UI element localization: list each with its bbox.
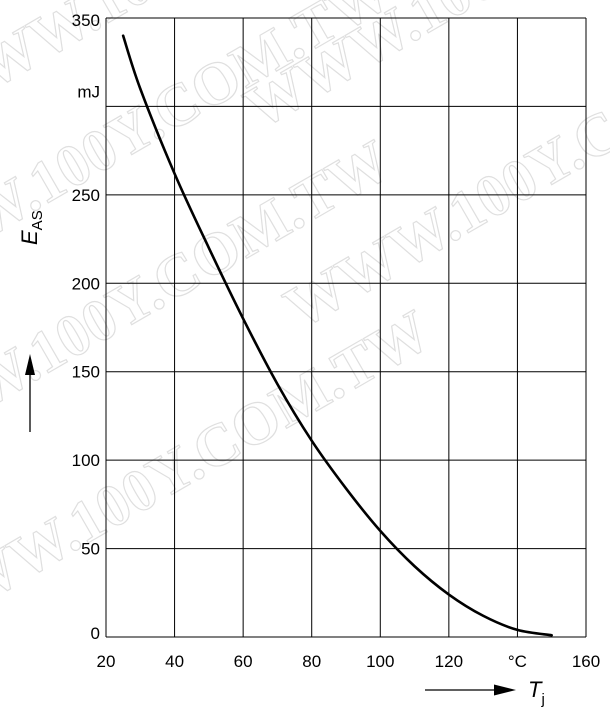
y-tick-labels: 0 50 100 150 200 250 mJ 350 xyxy=(72,11,100,643)
series-layer xyxy=(121,34,554,637)
y-tick-label: 100 xyxy=(72,451,100,470)
x-tick-label: 120 xyxy=(435,652,463,671)
y-axis-arrow xyxy=(25,354,35,432)
x-tick-label: 20 xyxy=(97,652,116,671)
y-tick-label: 250 xyxy=(72,186,100,205)
x-axis-arrow xyxy=(425,684,516,696)
y-tick-label: mJ xyxy=(77,82,100,101)
x-tick-labels: 20 40 60 80 100 120 °C 160 xyxy=(97,652,601,671)
x-tick-label: 60 xyxy=(234,652,253,671)
y-axis-label: EAS xyxy=(17,210,46,245)
x-tick-label: 40 xyxy=(165,652,184,671)
x-tick-label: °C xyxy=(508,652,527,671)
grid xyxy=(105,17,587,638)
y-tick-label: 0 xyxy=(91,624,100,643)
x-tick-label: 80 xyxy=(302,652,321,671)
series-line xyxy=(121,34,554,637)
y-tick-label: 150 xyxy=(72,363,100,382)
y-tick-label: 50 xyxy=(81,540,100,559)
x-tick-label: 100 xyxy=(366,652,394,671)
x-axis-label: Tj xyxy=(528,677,545,708)
y-tick-label: 350 xyxy=(72,11,100,30)
x-tick-label: 160 xyxy=(572,652,600,671)
y-tick-label: 200 xyxy=(72,274,100,293)
